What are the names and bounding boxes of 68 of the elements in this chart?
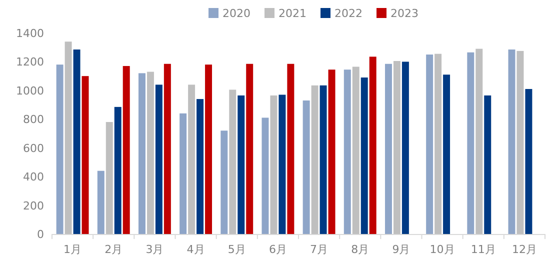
x-tick-label: 3月	[146, 243, 164, 256]
bar	[188, 84, 196, 234]
bar	[122, 66, 130, 234]
bar	[516, 50, 524, 234]
x-tick-label: 11月	[470, 243, 496, 256]
x-tick-label: 12月	[512, 243, 537, 256]
y-tick-label: 1400	[16, 27, 44, 40]
bar	[467, 52, 474, 234]
bar	[320, 85, 327, 234]
bar	[426, 54, 434, 234]
bar	[384, 64, 392, 234]
bar	[155, 84, 162, 234]
bar	[434, 54, 442, 234]
bar	[246, 64, 254, 234]
bar	[344, 70, 351, 234]
x-tick-label: 1月	[64, 243, 82, 256]
bar	[56, 64, 64, 234]
bar	[238, 95, 245, 234]
bar	[525, 88, 532, 234]
bar	[302, 100, 310, 234]
y-tick-label: 400	[23, 170, 44, 184]
bar	[106, 122, 113, 234]
bar	[64, 42, 72, 234]
bar	[97, 170, 104, 234]
bar	[205, 64, 212, 234]
bar	[138, 73, 146, 234]
bar	[229, 90, 236, 234]
y-tick-label: 1000	[16, 84, 44, 98]
bar	[196, 99, 204, 234]
bar	[352, 66, 360, 234]
bar	[220, 130, 228, 234]
bar	[278, 94, 286, 234]
x-tick-label: 2月	[104, 243, 123, 256]
y-tick-label: 600	[23, 142, 44, 155]
bar	[484, 95, 492, 234]
bar	[311, 85, 318, 234]
x-tick-label: 10月	[430, 243, 455, 256]
bar	[180, 113, 187, 234]
bar	[443, 74, 450, 234]
bar	[328, 70, 336, 234]
legend-label: 2023	[390, 7, 418, 20]
x-tick-label: 5月	[228, 243, 246, 256]
legend-label: 2021	[278, 7, 306, 20]
bar	[164, 64, 171, 234]
y-tick-label: 0	[37, 228, 44, 241]
bar	[508, 50, 516, 234]
x-tick-label: 8月	[351, 243, 370, 256]
bar	[270, 95, 278, 234]
legend-label: 2020	[222, 7, 250, 20]
bar	[476, 48, 483, 234]
bar	[369, 56, 376, 234]
bar	[287, 64, 294, 234]
bar	[393, 60, 400, 234]
x-tick-label: 4月	[186, 243, 205, 256]
y-tick-label: 1200	[16, 56, 44, 69]
bar	[402, 62, 409, 234]
x-tick-label: 9月	[392, 243, 410, 256]
y-tick-label: 200	[23, 199, 44, 212]
bar	[262, 118, 269, 234]
bar	[73, 50, 80, 234]
y-tick-label: 800	[23, 113, 44, 126]
legend-label: 2022	[334, 7, 362, 20]
bar	[360, 78, 368, 234]
x-tick-label: 6月	[268, 243, 287, 256]
bar	[114, 106, 122, 234]
x-tick-label: 7月	[310, 243, 328, 256]
bar	[82, 76, 89, 234]
bar	[146, 72, 154, 234]
